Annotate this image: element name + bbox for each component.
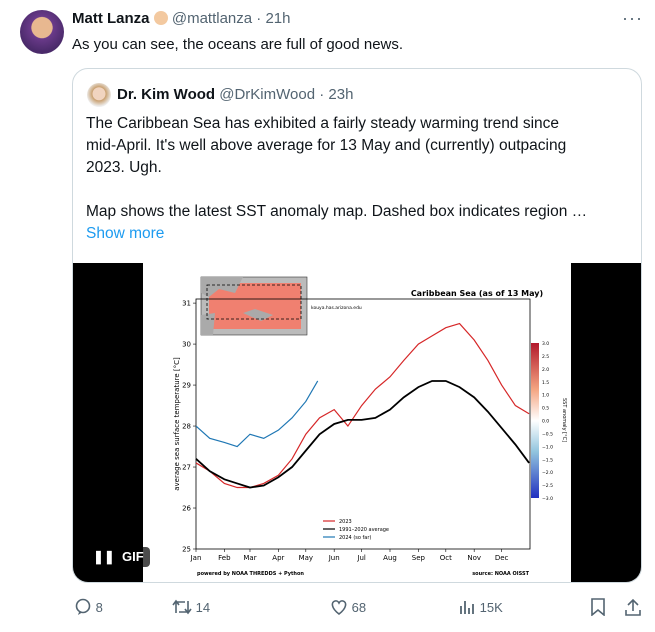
colorbar-tick: −0.5 (542, 431, 553, 437)
legend-label: 1991–2020 average (339, 527, 389, 533)
x-tick-label: Apr (272, 554, 284, 562)
x-tick-label: Nov (467, 554, 481, 562)
footer-right: source: NOAA OISST (472, 571, 529, 577)
y-tick-label: 27 (182, 464, 191, 472)
footer-left: powered by NOAA THREDDS + Python (197, 571, 304, 577)
avatar[interactable] (20, 10, 64, 54)
x-tick-label: Feb (218, 554, 231, 562)
like-count: 68 (351, 600, 367, 615)
x-tick-label: Mar (243, 554, 256, 562)
colorbar-tick: 2.5 (542, 354, 549, 360)
colorbar-tick: 0.0 (542, 419, 549, 425)
series-line (195, 380, 319, 448)
show-more[interactable]: Show more (86, 225, 165, 242)
share-button[interactable] (624, 598, 642, 619)
y-tick-label: 30 (182, 341, 191, 349)
gif-badge[interactable]: ❚❚ GIF (87, 547, 150, 567)
media[interactable]: Caribbean Sea (as of 13 May) kouya.has.ar… (73, 263, 641, 582)
quote-time: 23h (328, 86, 354, 103)
y-tick-label: 28 (182, 423, 191, 431)
gif-label: GIF (122, 549, 144, 564)
plot-frame (195, 298, 531, 550)
author-name[interactable]: Matt Lanza (72, 10, 150, 27)
time[interactable]: 21h (265, 10, 291, 27)
views-count: 15K (479, 600, 503, 615)
colorbar (531, 343, 539, 498)
x-tick-label: Sep (412, 554, 426, 562)
series-line (195, 380, 530, 489)
colorbar-tick: 3.0 (542, 341, 549, 347)
colorbar-tick: 1.0 (542, 393, 549, 399)
x-tick-label: Aug (383, 554, 397, 562)
x-tick-label: Jan (190, 554, 202, 562)
x-tick-label: Jun (328, 554, 340, 562)
y-tick-label: 31 (182, 300, 191, 308)
legend-label: 2023 (339, 519, 352, 525)
map-box (206, 284, 302, 320)
repost-button[interactable]: 14 (172, 598, 210, 616)
x-tick-label: Dec (495, 554, 509, 562)
quote-avatar (87, 83, 111, 107)
more-menu[interactable]: ··· (622, 8, 643, 28)
quote-handle: @DrKimWood (219, 86, 316, 103)
colorbar-tick: 2.0 (542, 367, 549, 373)
separator: · (256, 10, 262, 27)
colorbar-tick: 1.5 (542, 380, 549, 386)
y-tick-label: 26 (182, 505, 191, 513)
action-bar: 8 14 68 15K (74, 598, 654, 618)
repost-count: 14 (195, 600, 211, 615)
quote-line: The Caribbean Sea has exhibited a fairly… (86, 115, 560, 132)
reply-button[interactable]: 8 (74, 598, 103, 616)
tweet-text: As you can see, the oceans are full of g… (72, 36, 404, 53)
y-tick-label: 25 (182, 546, 191, 554)
colorbar-label: SST anomaly [°C] (561, 398, 567, 442)
quote-author-name: Dr. Kim Wood (117, 86, 216, 103)
quote-card[interactable]: Dr. Kim Wood @DrKimWood · 23h The Caribb… (72, 68, 642, 583)
x-tick-label: Oct (440, 554, 452, 562)
reply-count: 8 (95, 600, 103, 615)
colorbar-tick: −1.5 (542, 457, 553, 463)
y-axis-label: average sea surface temperature [°C] (173, 357, 181, 491)
colorbar-tick: 0.5 (542, 406, 549, 412)
bookmark-button[interactable] (590, 598, 606, 619)
y-tick-label: 29 (182, 382, 191, 390)
quote-line: mid-April. It's well above average for 1… (86, 137, 567, 154)
map-land (201, 277, 273, 335)
chart-title: Caribbean Sea (as of 13 May) (411, 289, 543, 298)
separator: · (319, 86, 325, 103)
colorbar-tick: −2.0 (542, 470, 553, 476)
quote-line: Map shows the latest SST anomaly map. Da… (86, 203, 588, 220)
emoji (153, 11, 168, 25)
views-button[interactable]: 15K (458, 598, 503, 616)
quote-line: 2023. Ugh. (86, 159, 162, 176)
legend-label: 2024 (so far) (339, 535, 371, 541)
colorbar-tick: −1.0 (542, 444, 553, 450)
like-button[interactable]: 68 (330, 598, 366, 616)
x-tick-label: Jul (356, 554, 366, 562)
chart: Caribbean Sea (as of 13 May) kouya.has.ar… (143, 263, 571, 582)
map-sea (209, 283, 301, 329)
x-tick-label: May (299, 554, 313, 562)
colorbar-tick: −2.5 (542, 483, 553, 489)
site-label: kouya.has.arizona.edu (311, 305, 362, 311)
handle[interactable]: @mattlanza (171, 10, 253, 27)
colorbar-tick: −3.0 (542, 496, 553, 502)
